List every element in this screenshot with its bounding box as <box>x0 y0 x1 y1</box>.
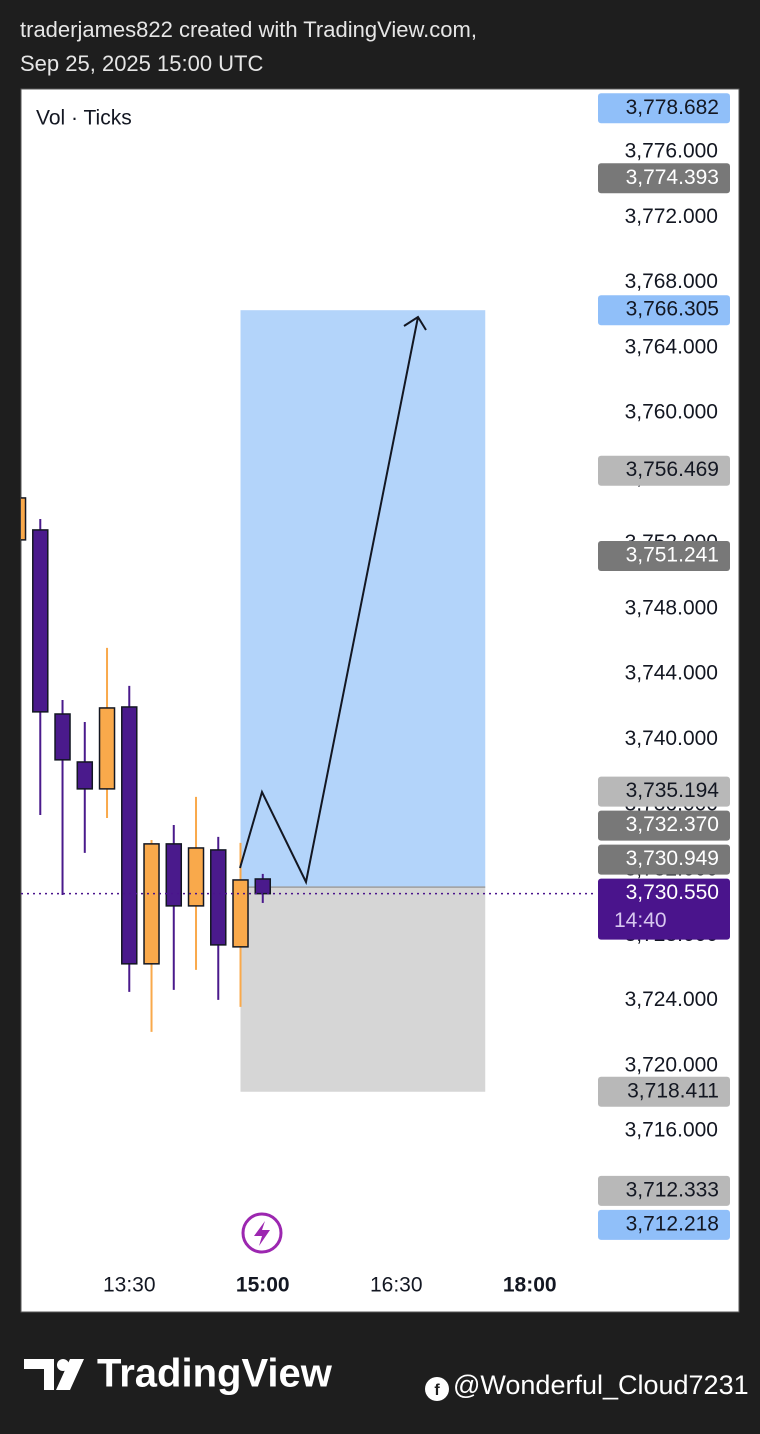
price-label: 3,712.218 <box>626 1212 719 1235</box>
candle-body <box>232 879 249 948</box>
x-tick-label: 18:00 <box>503 1274 557 1297</box>
countdown: 14:40 <box>614 909 667 932</box>
candle-body <box>165 843 183 907</box>
alert-bolt[interactable] <box>254 1221 270 1246</box>
arrow-head <box>403 315 427 331</box>
candle-body <box>32 529 49 713</box>
projection-arrow <box>239 316 419 886</box>
price-label-box <box>598 295 730 326</box>
x-tick-label: 13:30 <box>103 1274 156 1297</box>
price-label: 3,735.194 <box>626 779 720 802</box>
price-label-box <box>598 878 730 940</box>
price-label: 3,756.469 <box>626 458 719 481</box>
price-label: 3,774.393 <box>626 166 719 189</box>
price-label: 3,730.949 <box>626 847 719 870</box>
logo-mark <box>24 1359 54 1390</box>
x-axis: 13:30 15:00 16:30 18:00 <box>103 1274 557 1297</box>
position-stop-zone <box>240 887 486 1092</box>
y-tick-label: 3,764.000 <box>625 335 718 358</box>
y-tick-label: 3,716.000 <box>625 1119 718 1142</box>
candle-body <box>98 707 116 790</box>
y-tick-label: 3,776.000 <box>625 140 718 163</box>
indicator-label: Vol · Ticks <box>36 107 132 130</box>
y-tick-label: 3,772.000 <box>625 205 718 228</box>
price-label-box <box>598 810 730 841</box>
y-tick-label: 3,740.000 <box>625 727 718 750</box>
price-label-box <box>598 455 730 486</box>
price-label: 3,778.682 <box>626 96 719 119</box>
logo-mark <box>56 1359 84 1390</box>
price-label: 3,718.411 <box>627 1079 719 1102</box>
price-label-box <box>598 1175 730 1206</box>
candle-body <box>210 849 227 946</box>
price-label: 3,751.241 <box>626 544 719 567</box>
price-label: 3,730.550 <box>626 881 719 904</box>
y-tick-label: 3,760.000 <box>625 401 718 424</box>
brand: TradingView <box>97 1352 333 1396</box>
candle-body <box>21 497 27 541</box>
candle-body <box>254 878 272 895</box>
x-tick-label: 15:00 <box>236 1274 290 1297</box>
price-label-box <box>598 776 730 807</box>
candle-body <box>54 713 71 761</box>
handle: @Wonderful_Cloud7231 <box>453 1370 749 1400</box>
price-label-box <box>598 93 730 124</box>
price-label-box <box>598 163 730 194</box>
price-label: 3,712.333 <box>626 1178 719 1201</box>
header-line: Sep 25, 2025 15:00 UTC <box>20 51 263 76</box>
logo <box>24 1359 84 1390</box>
alert-icon[interactable] <box>241 1212 283 1254</box>
price-label-box <box>598 1076 730 1107</box>
candle-body <box>76 761 94 790</box>
price-label: 3,732.370 <box>626 813 719 836</box>
price-labels: 3,778.682 3,774.393 3,766.305 3,756.469 3,75… <box>598 93 730 1240</box>
price-label: 3,766.305 <box>626 298 719 321</box>
y-tick-label: 3,744.000 <box>625 662 718 685</box>
y-tick-label: 3,724.000 <box>625 988 718 1011</box>
plot-area <box>21 310 595 1092</box>
facebook-icon <box>425 1377 449 1401</box>
header-line: traderjames822 created with TradingView.… <box>20 17 477 42</box>
facebook-glyph: f <box>434 1382 440 1399</box>
y-tick-label: 3,720.000 <box>625 1053 718 1076</box>
y-tick-label: 3,768.000 <box>625 270 718 293</box>
candle-body <box>121 706 138 965</box>
price-label-box <box>598 844 730 875</box>
price-label-box <box>598 541 730 572</box>
x-tick-label: 16:30 <box>370 1274 423 1297</box>
y-tick-label: 3,748.000 <box>625 596 718 619</box>
candle-body <box>143 843 160 965</box>
price-label-box <box>598 1209 730 1240</box>
candle-body <box>187 847 205 907</box>
